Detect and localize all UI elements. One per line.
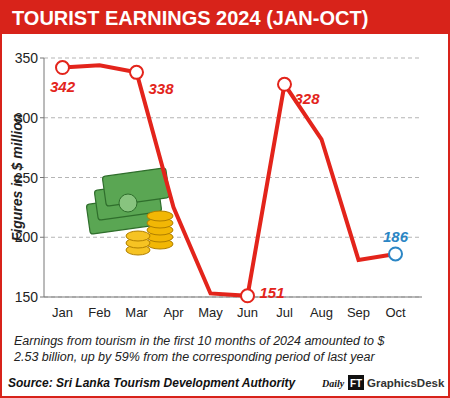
title-band: [0, 0, 450, 34]
y-tick-label: 350: [15, 50, 39, 66]
credit-ft: FT: [350, 378, 362, 389]
note: Earnings from tourism in the first 10 mo…: [14, 334, 385, 348]
x-tick-label: Aug: [310, 305, 333, 320]
coin: [147, 211, 173, 221]
grid-line: [44, 237, 422, 238]
coin: [126, 231, 150, 241]
y-axis-label: Figures in $ million: [9, 114, 25, 242]
x-tick-label: Feb: [88, 305, 110, 320]
data-label: 328: [295, 90, 321, 107]
tick-mark: [40, 297, 44, 298]
y-axis: 150200250300350: [15, 50, 422, 305]
marker: [130, 66, 143, 79]
data-label: 151: [260, 284, 285, 301]
y-tick-label: 150: [15, 289, 39, 305]
credit-desk: GraphicsDesk: [367, 377, 445, 389]
x-tick-label: Apr: [163, 305, 184, 320]
marker: [56, 61, 69, 74]
marker: [389, 247, 402, 260]
marker: [241, 289, 254, 302]
credit-daily: Daily: [321, 378, 345, 389]
x-tick-label: Mar: [125, 305, 148, 320]
source: Source: Sri Lanka Tourism Development Au…: [8, 376, 296, 390]
x-tick-label: Jun: [237, 305, 258, 320]
series: [56, 61, 402, 302]
tick-mark: [40, 58, 44, 59]
note: 2.53 billion, up by 59% from the corresp…: [13, 350, 375, 364]
tick-mark: [40, 177, 44, 178]
tick-mark: [40, 237, 44, 238]
x-tick-label: Jul: [276, 305, 293, 320]
data-label: 342: [50, 78, 76, 95]
marker: [278, 78, 291, 91]
grid-line: [44, 117, 422, 118]
frame: [1, 1, 449, 397]
x-tick-label: Jan: [52, 305, 73, 320]
x-axis: Jan Feb Mar Apr May Jun Jul Aug Sep Oct: [52, 305, 406, 320]
banknote-seal: [119, 194, 137, 212]
money-icon: [86, 168, 173, 255]
credit: Daily FT GraphicsDesk: [321, 375, 445, 390]
tick-mark: [40, 117, 44, 118]
x-tick-label: Sep: [347, 305, 370, 320]
grid-line: [44, 177, 422, 178]
title: TOURIST EARNINGS 2024 (JAN-OCT): [12, 7, 368, 29]
x-tick-label: Oct: [385, 305, 406, 320]
credit-box: [348, 375, 364, 390]
data-label: 338: [149, 80, 175, 97]
data-labels: 342 338 151 328 186: [50, 78, 409, 301]
x-tick-label: May: [198, 305, 223, 320]
chart: TOURIST EARNINGS 2024 (JAN-OCT) 150200250…: [0, 0, 450, 398]
data-label: 186: [383, 228, 409, 245]
grid-line: [44, 58, 422, 59]
line: [63, 65, 396, 296]
y-axis-line: [44, 58, 45, 297]
